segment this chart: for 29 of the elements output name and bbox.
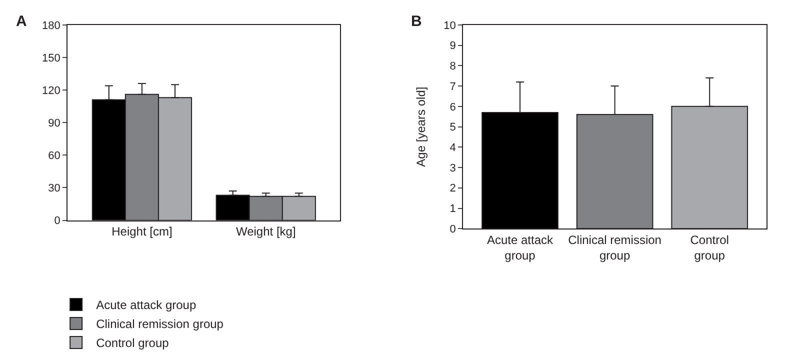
chart-title: A [16,13,27,30]
y-axis-title: Age [years old] [414,86,428,167]
y-tick-label: 4 [450,142,456,154]
y-tick-label: 3 [450,162,456,174]
legend-label: Clinical remission group [96,317,224,332]
y-tick-label: 180 [42,20,60,32]
x-tick-label: Weight [kg] [236,224,296,239]
y-tick-label: 9 [450,40,456,52]
legend-label: Control group [96,336,170,350]
x-tick-label: Acute attack group [486,233,554,263]
y-tick-label: 2 [450,182,456,195]
y-tick-label: 60 [48,150,60,162]
x-tick-label: Height [cm] [112,224,172,239]
y-tick-label: 7 [450,80,456,93]
y-tick-label: 5 [450,122,456,134]
y-tick-label: 120 [42,84,60,97]
y-tick-label: 0 [54,215,60,228]
y-tick-label: 1 [450,203,456,216]
y-tick-label: 150 [42,52,60,64]
chart-title: B [411,13,422,30]
y-tick-label: 90 [48,117,60,130]
y-tick-label: 6 [450,101,456,114]
x-tick-label: Clinical remission group [568,233,662,263]
y-tick-label: 30 [48,182,60,195]
y-tick-label: 0 [450,223,456,236]
legend-label: Acute attack group [96,298,196,312]
y-tick-label: 10 [444,20,456,32]
x-tick-label: Control group [690,233,729,263]
y-tick-label: 8 [450,60,456,73]
